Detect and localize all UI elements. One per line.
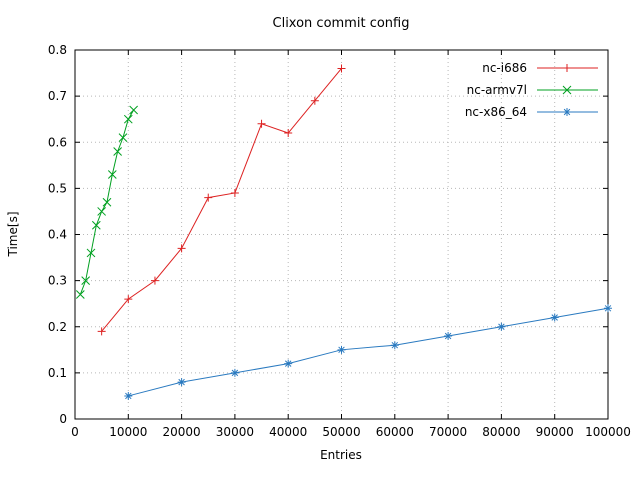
y-tick-label: 0.2 <box>48 320 67 334</box>
star-marker <box>284 359 293 368</box>
plus-marker <box>124 295 133 304</box>
star-marker <box>444 331 453 340</box>
cross-marker <box>107 170 117 179</box>
star-marker <box>124 391 133 400</box>
cross-marker <box>91 220 101 230</box>
y-tick-label: 0.1 <box>48 366 67 380</box>
star-marker <box>604 304 612 313</box>
x-tick-label: 20000 <box>163 425 201 439</box>
x-tick-label: 90000 <box>536 425 574 439</box>
x-tick-label: 10000 <box>109 425 147 439</box>
cross-marker <box>129 105 138 115</box>
series-nc-x86_64 <box>124 304 612 400</box>
legend-item-nc-i686: nc-i686 <box>482 61 598 75</box>
x-tick-label: 30000 <box>216 425 254 439</box>
star-marker <box>230 368 239 377</box>
series-line-nc-x86_64 <box>128 307 609 397</box>
legend-sample-marker <box>562 85 572 95</box>
legend-label: nc-x86_64 <box>465 105 527 119</box>
legend-sample-marker <box>563 64 571 72</box>
cross-marker <box>102 197 112 207</box>
cross-marker <box>86 248 96 258</box>
legend-sample-marker <box>563 108 571 116</box>
plus-marker <box>310 96 319 105</box>
y-tick-label: 0.6 <box>48 135 67 149</box>
x-tick-label: 50000 <box>322 425 360 439</box>
y-tick-labels: 0 0.1 0.2 0.3 0.4 0.5 0.6 0.7 0.8 <box>48 43 67 426</box>
cross-marker <box>118 133 128 142</box>
y-tick-label: 0 <box>59 412 67 426</box>
y-axis-label: Time[s] <box>6 212 20 258</box>
star-marker <box>337 345 346 354</box>
legend: nc-i686 nc-armv7l nc-x86_64 <box>465 61 598 119</box>
legend-label: nc-i686 <box>482 61 527 75</box>
x-tick-label: 100000 <box>585 425 631 439</box>
y-tick-label: 0.5 <box>48 181 67 195</box>
grid <box>74 49 609 420</box>
plus-marker <box>337 64 346 73</box>
plot-area: 0 10000 20000 30000 40000 50000 60000 70000 8000… <box>48 43 631 439</box>
plus-marker <box>257 119 266 128</box>
cross-marker <box>81 276 91 285</box>
legend-item-nc-armv7l: nc-armv7l <box>467 83 598 97</box>
star-marker <box>177 378 186 387</box>
x-tick-label: 0 <box>71 425 79 439</box>
cross-marker <box>123 114 133 124</box>
plus-marker <box>150 276 159 285</box>
star-marker <box>390 341 399 350</box>
cross-marker <box>113 147 122 156</box>
series-nc-armv7l <box>75 105 138 299</box>
plus-marker <box>97 327 106 336</box>
cross-marker <box>97 207 107 216</box>
star-marker <box>550 313 559 322</box>
series-line-nc-i686 <box>101 68 342 332</box>
y-tick-label: 0.3 <box>48 274 67 288</box>
y-tick-label: 0.7 <box>48 89 67 103</box>
legend-label: nc-armv7l <box>467 83 527 97</box>
plus-marker <box>230 188 239 197</box>
plus-marker <box>204 193 213 202</box>
y-tick-label: 0.8 <box>48 43 67 57</box>
plus-marker <box>177 244 186 253</box>
x-tick-label: 40000 <box>269 425 307 439</box>
x-tick-label: 80000 <box>482 425 520 439</box>
legend-item-nc-x86_64: nc-x86_64 <box>465 105 598 119</box>
plus-marker <box>284 129 293 138</box>
x-tick-label: 70000 <box>429 425 467 439</box>
x-tick-label: 60000 <box>376 425 414 439</box>
tick-marks <box>74 49 609 420</box>
star-marker <box>497 322 506 331</box>
series-nc-i686 <box>97 64 346 336</box>
chart-title: Clixon commit config <box>273 16 410 31</box>
x-tick-labels: 0 10000 20000 30000 40000 50000 60000 70000 8000… <box>71 425 631 439</box>
x-axis-label: Entries <box>320 448 362 462</box>
y-tick-label: 0.4 <box>48 228 67 242</box>
cross-marker <box>75 290 85 299</box>
